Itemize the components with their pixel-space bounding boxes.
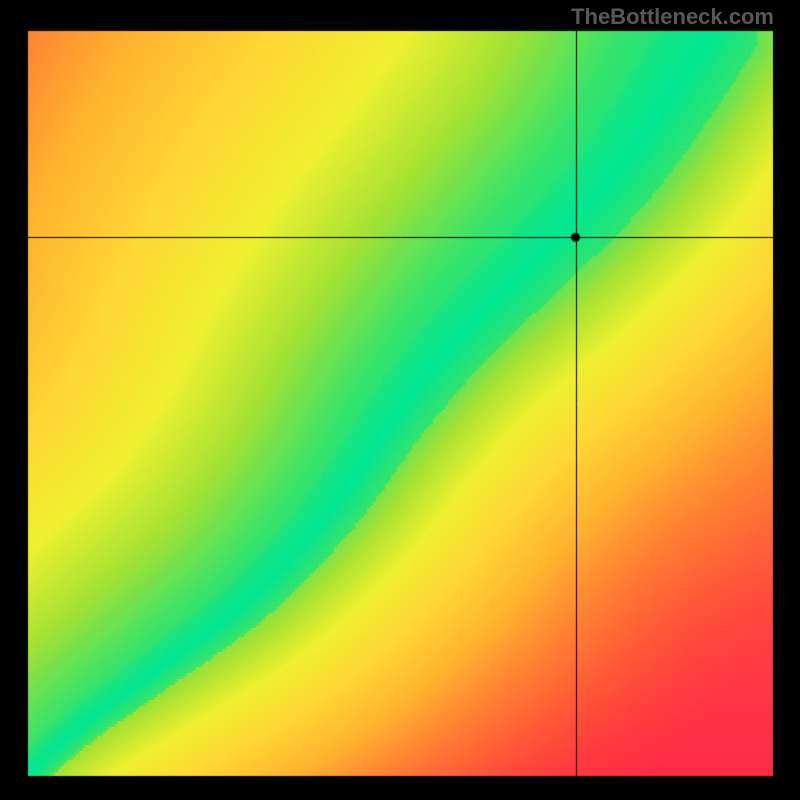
bottleneck-heatmap [0,0,800,800]
chart-container: TheBottleneck.com [0,0,800,800]
watermark-text: TheBottleneck.com [571,4,774,30]
